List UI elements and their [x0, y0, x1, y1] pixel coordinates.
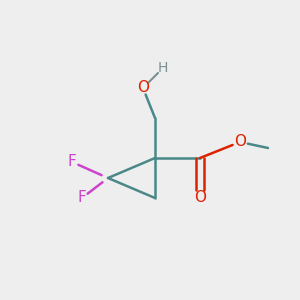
- Text: O: O: [137, 80, 149, 95]
- Text: O: O: [194, 190, 206, 206]
- Text: F: F: [68, 154, 76, 169]
- Text: F: F: [78, 190, 86, 206]
- Text: O: O: [234, 134, 246, 149]
- Text: H: H: [158, 61, 168, 75]
